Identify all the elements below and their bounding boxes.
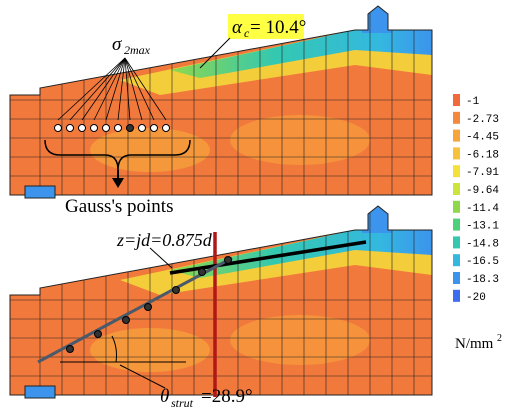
legend-label: -1 [466,96,480,108]
legend-label: -14.8 [466,238,499,250]
arrow-head [112,178,124,188]
legend-label: -13.1 [466,221,499,233]
strut-point [172,286,180,294]
angle-arc [111,335,117,363]
contour [230,115,370,165]
unit: N/mm [455,336,494,352]
sigma-symbol: σ [112,34,122,55]
strut-line [37,256,233,364]
support [24,185,56,199]
gauss-point [150,124,158,132]
color-swatch [453,272,460,284]
alpha-sub: c [244,26,250,40]
strut-point [66,345,74,353]
leader [199,37,231,69]
gauss-point [162,124,170,132]
beam-outline [9,205,433,396]
legend-label: -9.64 [466,185,499,197]
legend-label: -18.3 [466,274,499,286]
alpha-symbol: α [232,17,243,38]
pointer [124,57,155,121]
contour [230,315,370,365]
colorbar: -1 -2.73 -4.45 -6.18 -7.91 -9.64 -11.4 -13.1 -14… [453,94,499,304]
gauss-point [102,124,110,132]
beam-contour [9,5,433,199]
gauss-point [54,124,62,132]
legend-label: -2.73 [466,114,499,126]
theta-sub: strut [171,396,194,410]
gauss-point [78,124,86,132]
lever-arm-label: z=jd=0.875d [116,230,213,250]
legend-label: -20 [466,292,486,304]
gauss-point [66,124,74,132]
theta-symbol: θ [160,386,169,407]
color-swatch [453,236,460,249]
color-swatch [453,147,460,160]
gauss-point [126,124,134,132]
strut-point [144,303,152,311]
color-swatch [453,200,460,213]
tension-chord [169,240,367,275]
leader [119,364,166,389]
unit-sup: 2 [497,333,502,344]
pointer [117,57,126,121]
strut-point [198,268,206,276]
leader [149,247,173,269]
legend-label: -7.91 [466,167,499,179]
highlight [228,14,304,39]
strut-point [224,256,232,264]
pointer [57,57,126,121]
alpha-value: = 10.4° [250,17,306,38]
color-swatch [453,165,460,178]
pointer [124,57,167,121]
pointer [69,57,126,121]
gauss-point [90,124,98,132]
pointer [124,57,131,121]
gauss-points [54,57,170,132]
pointer [81,57,126,121]
beam-contour [9,205,433,399]
strut-point [94,330,102,338]
color-swatch [453,254,460,267]
beam-outline [9,5,433,196]
gauss-label: Gauss's points [65,196,173,217]
sigma-sub: 2max [124,43,151,57]
color-swatch [453,218,460,231]
support [24,385,56,399]
pointer [124,57,143,121]
color-swatch [453,111,460,124]
pointer [105,57,126,121]
gauss-point [138,124,146,132]
color-swatch [453,129,460,142]
gauss-point [114,124,122,132]
legend-label: -6.18 [466,149,499,161]
legend-label: -16.5 [466,256,499,268]
legend-label: -11.4 [466,203,499,215]
strut-point [122,316,130,324]
pointer [93,57,126,121]
legend-label: -4.45 [466,132,499,144]
theta-value: =28.9° [201,386,253,407]
strut-points [66,256,232,353]
color-swatch [453,289,460,302]
color-swatch [453,94,460,106]
color-swatch [453,183,460,195]
contour [170,30,432,78]
